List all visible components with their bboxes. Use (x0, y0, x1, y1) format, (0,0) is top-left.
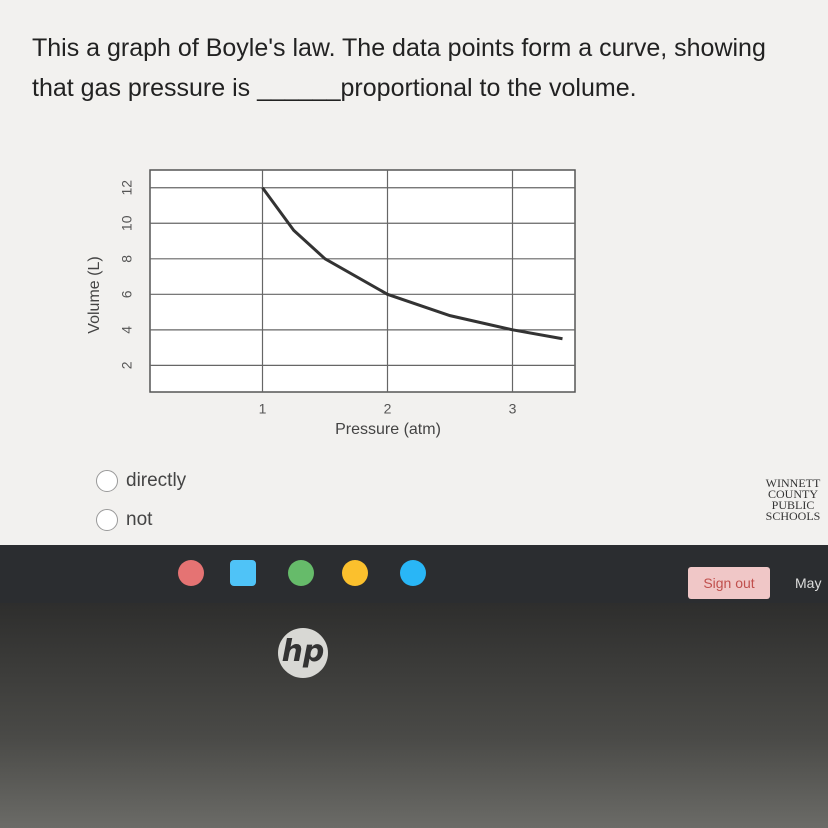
school-logo: WINNETT COUNTY PUBLIC SCHOOLS (758, 476, 828, 523)
logo-text: WINNETT (765, 476, 821, 490)
y-tick-label: 12 (119, 180, 135, 196)
brand-logo: hp (278, 628, 328, 678)
x-tick-label: 3 (509, 401, 517, 417)
option[interactable]: not (96, 509, 152, 531)
laptop-body (0, 603, 828, 828)
app-icon[interactable] (400, 560, 426, 586)
logo-text: PUBLIC (771, 498, 815, 512)
y-axis-label: Volume (L) (86, 256, 103, 333)
x-tick-label: 1 (259, 401, 267, 417)
app-icon[interactable] (342, 560, 368, 586)
screen: This a graph of Boyle's law. The data po… (0, 0, 828, 545)
logo-text: SCHOOLS (765, 509, 821, 523)
y-tick-label: 10 (119, 215, 135, 231)
x-tick-label: 2 (384, 401, 392, 417)
y-tick-label: 6 (119, 290, 135, 298)
app-icon[interactable] (178, 560, 204, 586)
taskbar: Sign out May (0, 545, 828, 603)
y-tick-label: 8 (119, 255, 135, 263)
date: May (795, 575, 822, 591)
app-icon[interactable] (230, 560, 256, 586)
app-icon[interactable] (288, 560, 314, 586)
radio[interactable] (96, 470, 118, 492)
option-label: directly (126, 470, 187, 492)
y-tick-label: 4 (119, 326, 135, 334)
radio[interactable] (96, 509, 118, 531)
x-axis-label: Pressure (atm) (335, 421, 441, 438)
option[interactable]: directly (96, 470, 186, 492)
sign-out-button[interactable]: Sign out (688, 567, 770, 599)
logo-text: COUNTY (768, 487, 818, 501)
data-line (261, 186, 563, 341)
question: This a graph of Boyle's law. The data po… (32, 34, 766, 102)
option-label: not (126, 509, 153, 531)
y-tick-label: 2 (119, 361, 135, 369)
